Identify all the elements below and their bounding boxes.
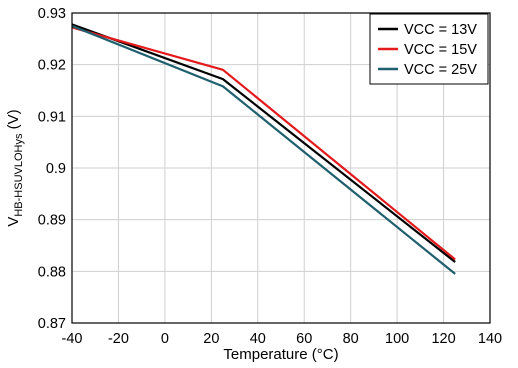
plot-frame (71, 12, 491, 324)
x-tick-label: 40 (250, 331, 266, 347)
x-tick-label: -20 (108, 331, 129, 347)
legend-label-2: VCC = 15V (404, 42, 477, 58)
series-layer (71, 23, 456, 275)
legend: VCC = 13V VCC = 15V VCC = 25V (369, 13, 489, 85)
x-tick-label: -40 (62, 331, 83, 347)
y-tick-label: 0.87 (38, 316, 66, 332)
x-tick-label: 80 (343, 331, 359, 347)
legend-label-1: VCC = 13V (404, 22, 477, 38)
y-tick-labels: 0.87 0.88 0.89 0.9 0.91 0.92 0.93 (38, 6, 66, 332)
x-tick-label: 140 (478, 331, 502, 347)
y-tick-label: 0.93 (38, 6, 66, 22)
legend-label-3: VCC = 25V (404, 62, 477, 78)
x-tick-label: 0 (161, 331, 169, 347)
series-line-3 (71, 24, 456, 275)
x-tick-label: 120 (431, 331, 455, 347)
x-tick-label: 20 (203, 331, 219, 347)
x-tick-label: 100 (385, 331, 409, 347)
y-tick-label: 0.9 (46, 161, 66, 177)
series-line-2 (71, 26, 456, 261)
y-tick-label: 0.92 (38, 58, 66, 74)
y-tick-label: 0.89 (38, 213, 66, 229)
y-axis-label: VHB-HSUVLOHys (V) (5, 109, 25, 226)
y-axis-label-unit: (V) (5, 109, 22, 133)
y-tick-label: 0.91 (38, 109, 66, 125)
x-tick-label: 60 (296, 331, 312, 347)
y-tick-label: 0.88 (38, 264, 66, 280)
y-axis-label-sub: HB-HSUVLOHys (13, 133, 25, 217)
x-axis-label: Temperature (°C) (223, 346, 338, 363)
x-tick-labels: -40 -20 0 20 40 60 80 100 120 140 (62, 331, 503, 347)
y-axis-label-main: V (5, 217, 22, 227)
